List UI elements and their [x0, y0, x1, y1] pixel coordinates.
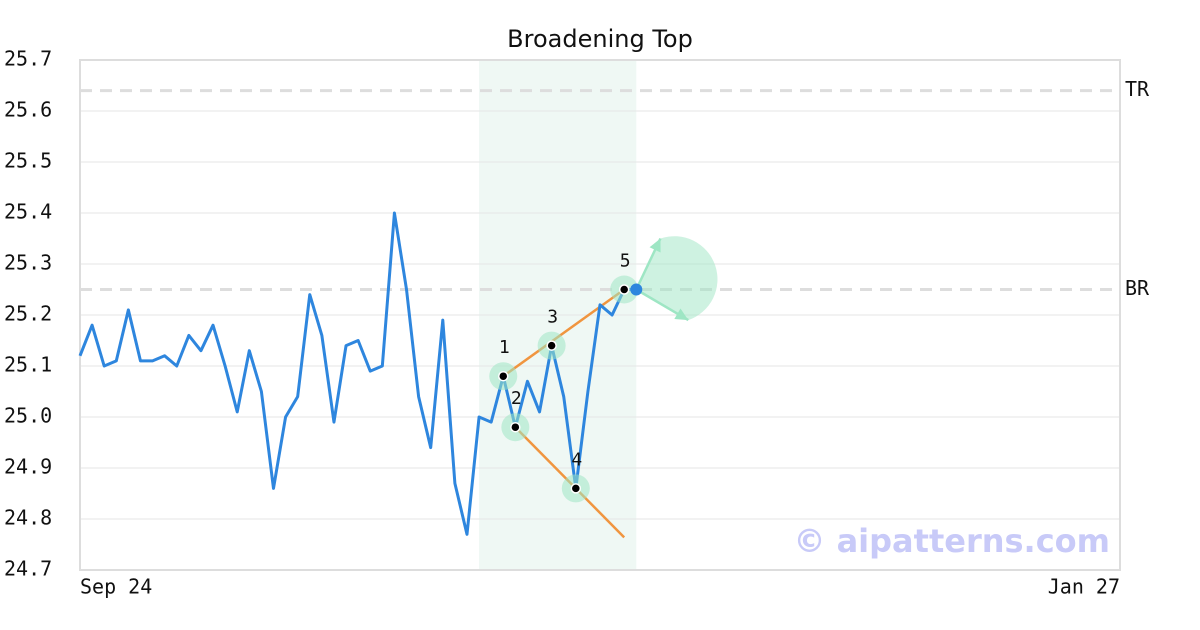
y-tick-label: 25.1	[4, 353, 52, 377]
angle-wedge	[636, 236, 718, 321]
x-tick-label: Jan 27	[1048, 575, 1120, 599]
trend-line	[502, 288, 625, 378]
y-tick-label: 24.7	[4, 557, 52, 581]
chart-title: Broadening Top	[507, 25, 693, 53]
pivot-dot	[570, 483, 582, 494]
pivot-dot	[498, 370, 509, 382]
pivot-label: 5	[620, 251, 631, 272]
x-tick-label: Sep 24	[80, 575, 152, 599]
arrow-head	[649, 238, 661, 253]
last-point	[630, 283, 643, 296]
pivot-dot	[546, 340, 557, 351]
y-tick-label: 25.4	[4, 200, 52, 224]
arrow-head	[674, 308, 689, 321]
pivot-dot	[510, 421, 521, 433]
y-tick-label: 25.6	[4, 98, 52, 122]
plot-frame	[79, 59, 1121, 571]
pivot-dot	[618, 284, 630, 295]
pivot-label: 2	[511, 388, 522, 409]
watermark: © aipatterns.com	[793, 522, 1110, 560]
pivot-label: 4	[571, 449, 582, 470]
y-tick-label: 24.8	[4, 506, 52, 530]
y-tick-label: 25.7	[4, 47, 52, 71]
level-label: TR	[1125, 77, 1150, 101]
y-tick-label: 25.2	[4, 302, 52, 326]
level-label: BR	[1125, 276, 1150, 300]
pivot-label: 3	[547, 307, 558, 328]
y-tick-label: 25.3	[4, 251, 52, 275]
y-tick-label: 25.5	[4, 149, 52, 173]
pivot-label: 1	[499, 337, 510, 358]
price-line	[78, 211, 637, 536]
y-tick-label: 25.0	[4, 404, 52, 428]
y-tick-label: 24.9	[4, 455, 52, 479]
